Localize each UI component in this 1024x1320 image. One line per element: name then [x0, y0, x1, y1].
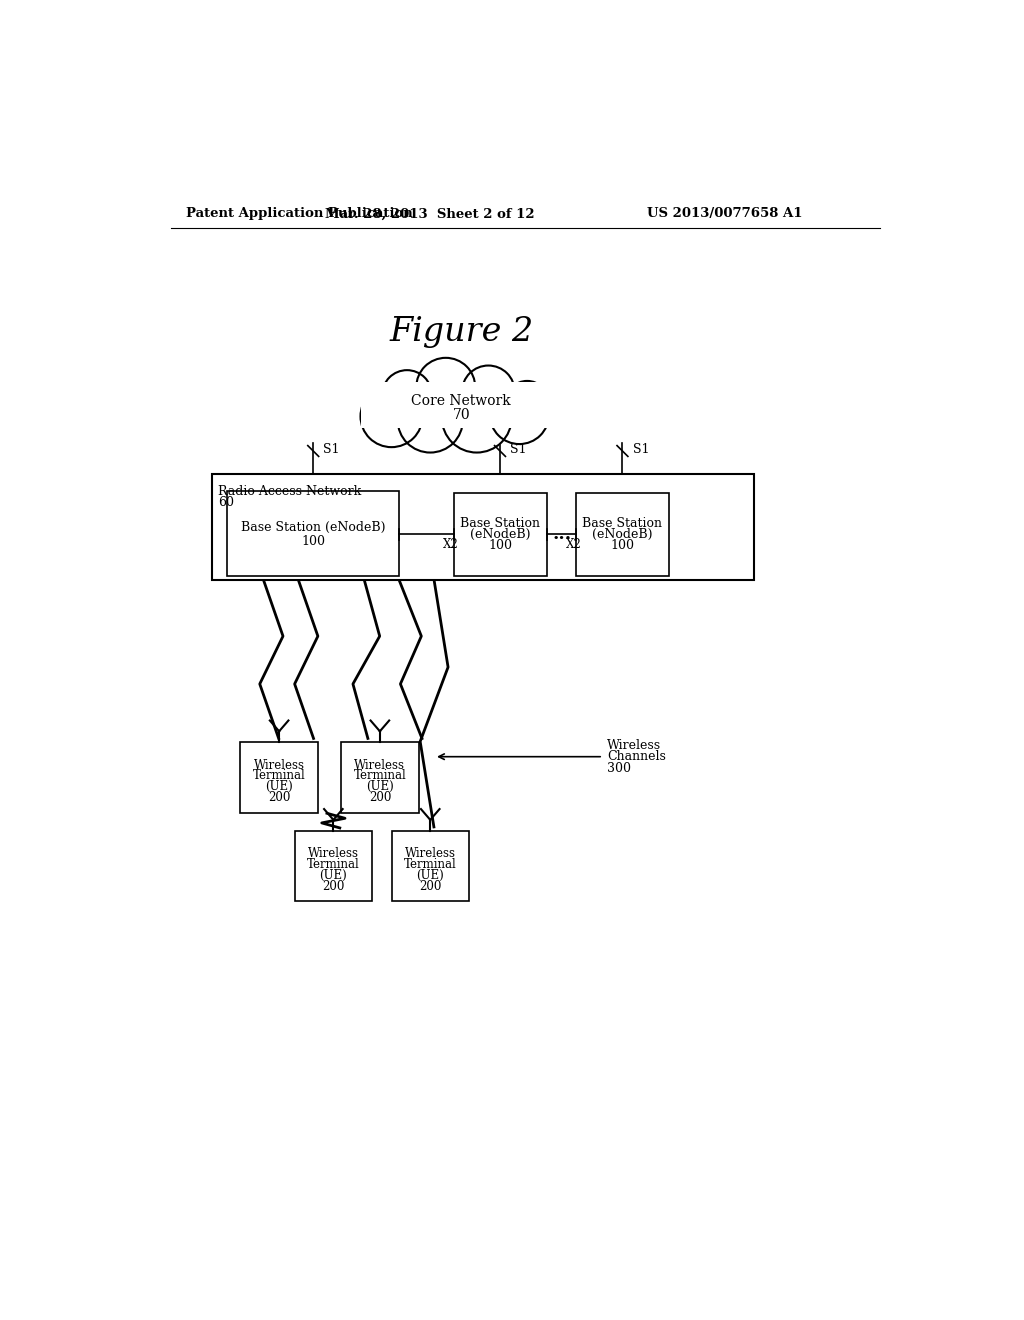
Text: (UE): (UE) [265, 780, 293, 793]
Circle shape [417, 358, 475, 416]
Text: 200: 200 [268, 791, 291, 804]
Text: Base Station: Base Station [460, 517, 540, 531]
FancyBboxPatch shape [360, 381, 562, 428]
Text: X2: X2 [443, 539, 459, 552]
Text: (eNodeB): (eNodeB) [470, 528, 530, 541]
FancyBboxPatch shape [227, 491, 399, 576]
Text: Wireless: Wireless [404, 847, 456, 861]
Text: 100: 100 [488, 539, 512, 552]
Circle shape [506, 381, 549, 424]
Text: ...: ... [552, 525, 571, 543]
Circle shape [442, 383, 512, 453]
Text: (UE): (UE) [417, 869, 444, 882]
FancyBboxPatch shape [341, 742, 419, 813]
Text: S1: S1 [633, 444, 649, 455]
Text: Wireless: Wireless [254, 759, 304, 772]
Text: Figure 2: Figure 2 [389, 315, 534, 347]
Circle shape [397, 388, 463, 453]
Text: Terminal: Terminal [307, 858, 359, 871]
Text: S1: S1 [510, 444, 526, 455]
Text: 200: 200 [419, 879, 441, 892]
FancyBboxPatch shape [295, 830, 372, 902]
Text: Core Network: Core Network [412, 393, 511, 408]
Text: Terminal: Terminal [403, 858, 457, 871]
Text: X2: X2 [565, 539, 582, 552]
Text: Mar. 28, 2013  Sheet 2 of 12: Mar. 28, 2013 Sheet 2 of 12 [326, 207, 536, 220]
Text: Channels: Channels [607, 750, 666, 763]
FancyBboxPatch shape [454, 494, 547, 576]
Text: (eNodeB): (eNodeB) [592, 528, 652, 541]
Text: Terminal: Terminal [253, 770, 305, 783]
Text: Wireless: Wireless [354, 759, 406, 772]
Text: Wireless: Wireless [607, 739, 662, 751]
Text: 100: 100 [301, 535, 326, 548]
Text: (UE): (UE) [366, 780, 394, 793]
Text: Terminal: Terminal [353, 770, 407, 783]
Text: 300: 300 [607, 762, 631, 775]
Text: Base Station (eNodeB): Base Station (eNodeB) [241, 520, 385, 533]
Circle shape [489, 385, 549, 444]
Text: Base Station: Base Station [583, 517, 663, 531]
Text: (UE): (UE) [319, 869, 347, 882]
FancyBboxPatch shape [391, 830, 469, 902]
Text: Patent Application Publication: Patent Application Publication [186, 207, 413, 220]
Text: 200: 200 [323, 879, 344, 892]
FancyBboxPatch shape [212, 474, 755, 581]
Text: 200: 200 [369, 791, 391, 804]
Circle shape [462, 366, 515, 418]
Text: US 2013/0077658 A1: US 2013/0077658 A1 [647, 207, 802, 220]
Text: Radio Access Network: Radio Access Network [218, 484, 361, 498]
FancyBboxPatch shape [241, 742, 317, 813]
Text: 60: 60 [218, 496, 233, 508]
Circle shape [360, 385, 423, 447]
Circle shape [382, 370, 432, 420]
Text: S1: S1 [324, 444, 340, 455]
FancyBboxPatch shape [575, 494, 669, 576]
Text: 100: 100 [610, 539, 635, 552]
Text: 70: 70 [453, 408, 470, 422]
Text: Wireless: Wireless [308, 847, 358, 861]
